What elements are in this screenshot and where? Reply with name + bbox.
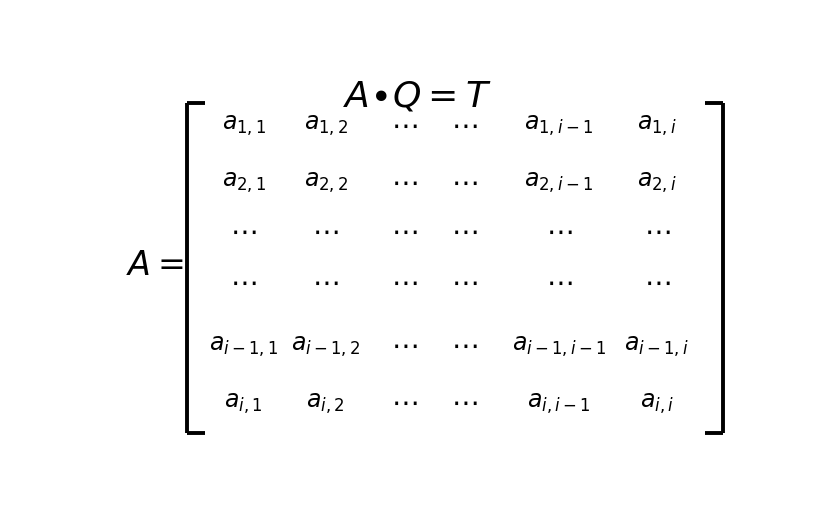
Text: $\cdots$: $\cdots$ — [230, 219, 257, 246]
Text: $\cdots$: $\cdots$ — [451, 170, 478, 197]
Text: $\cdots$: $\cdots$ — [644, 270, 670, 297]
Text: $a_{1,i-1}$: $a_{1,i-1}$ — [524, 114, 593, 138]
Text: $a_{i-1,2}$: $a_{i-1,2}$ — [291, 335, 361, 359]
Text: $a_{i-1,i-1}$: $a_{i-1,i-1}$ — [512, 335, 606, 359]
Text: $a_{i,i-1}$: $a_{i,i-1}$ — [527, 391, 591, 415]
Text: $\cdots$: $\cdots$ — [392, 390, 418, 417]
Text: $\cdots$: $\cdots$ — [230, 270, 257, 297]
Text: $\cdots$: $\cdots$ — [451, 333, 478, 360]
Text: $\cdots$: $\cdots$ — [392, 333, 418, 360]
Text: $a_{i-1,i}$: $a_{i-1,i}$ — [624, 335, 689, 359]
Text: $\cdots$: $\cdots$ — [392, 113, 418, 140]
Text: $\cdots$: $\cdots$ — [546, 219, 572, 246]
Text: $a_{i,1}$: $a_{i,1}$ — [225, 391, 263, 415]
Text: $a_{2,i}$: $a_{2,i}$ — [637, 171, 677, 195]
Text: $a_{i,2}$: $a_{i,2}$ — [307, 391, 345, 415]
Text: $\cdots$: $\cdots$ — [451, 219, 478, 246]
Text: $\cdots$: $\cdots$ — [644, 219, 670, 246]
Text: $\cdots$: $\cdots$ — [392, 270, 418, 297]
Text: $a_{i,i}$: $a_{i,i}$ — [640, 391, 674, 415]
Text: $\cdots$: $\cdots$ — [451, 113, 478, 140]
Text: $\cdots$: $\cdots$ — [451, 270, 478, 297]
Text: $\cdots$: $\cdots$ — [546, 270, 572, 297]
Text: $\mathit{A}{=}$: $\mathit{A}{=}$ — [125, 250, 183, 282]
Text: $a_{1,i}$: $a_{1,i}$ — [637, 114, 677, 138]
Text: $a_{1,2}$: $a_{1,2}$ — [304, 114, 348, 138]
Text: $\cdots$: $\cdots$ — [392, 170, 418, 197]
Text: $\cdots$: $\cdots$ — [313, 270, 339, 297]
Text: $\cdots$: $\cdots$ — [451, 390, 478, 417]
Text: $a_{1,1}$: $a_{1,1}$ — [221, 114, 266, 138]
Text: $a_{i-1,1}$: $a_{i-1,1}$ — [209, 335, 278, 359]
Text: $a_{2,i-1}$: $a_{2,i-1}$ — [524, 171, 593, 195]
Text: $\mathit{A}{\bullet}\mathit{Q}{=}\mathit{T}$: $\mathit{A}{\bullet}\mathit{Q}{=}\mathit… — [343, 79, 492, 113]
Text: $\cdots$: $\cdots$ — [313, 219, 339, 246]
Text: $\cdots$: $\cdots$ — [392, 219, 418, 246]
Text: $a_{2,1}$: $a_{2,1}$ — [221, 171, 266, 195]
Text: $a_{2,2}$: $a_{2,2}$ — [304, 171, 348, 195]
